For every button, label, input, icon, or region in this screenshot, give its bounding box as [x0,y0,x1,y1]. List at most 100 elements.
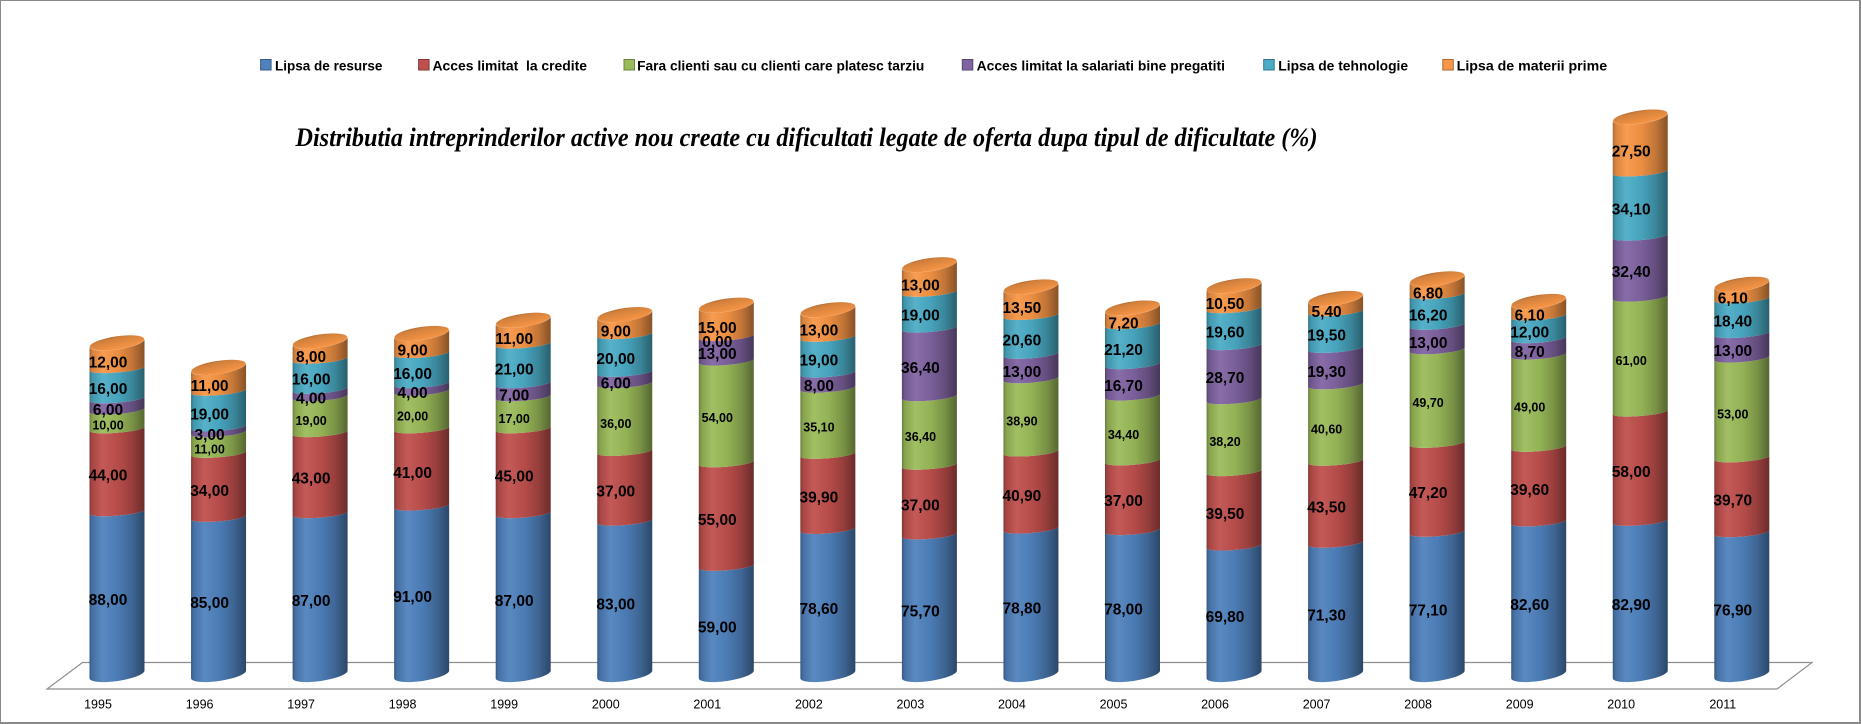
svg-text:13,00: 13,00 [901,278,940,295]
svg-text:36,40: 36,40 [905,430,936,444]
svg-text:36,40: 36,40 [901,360,940,377]
svg-text:12,00: 12,00 [89,355,128,372]
svg-text:6,80: 6,80 [1413,286,1443,303]
svg-text:76,90: 76,90 [1713,603,1752,620]
svg-text:71,30: 71,30 [1307,608,1346,625]
svg-text:13,00: 13,00 [1409,335,1448,352]
svg-text:21,00: 21,00 [495,361,534,378]
svg-text:69,80: 69,80 [1206,609,1245,626]
svg-text:27,50: 27,50 [1612,143,1651,160]
svg-text:45,00: 45,00 [495,469,534,486]
svg-text:78,60: 78,60 [800,601,839,618]
svg-text:82,60: 82,60 [1510,597,1549,614]
svg-text:11,00: 11,00 [191,378,229,395]
svg-text:Acces limitat la credite: Acces limitat la credite [433,57,588,73]
svg-text:39,60: 39,60 [1510,482,1549,499]
svg-text:36,00: 36,00 [600,417,631,431]
svg-text:2004: 2004 [998,697,1026,711]
svg-text:87,00: 87,00 [495,593,534,610]
svg-text:61,00: 61,00 [1616,354,1647,368]
svg-text:18,40: 18,40 [1713,314,1752,331]
svg-text:88,00: 88,00 [89,592,128,609]
svg-text:8,00: 8,00 [804,378,834,395]
svg-text:9,00: 9,00 [398,342,428,359]
svg-text:49,70: 49,70 [1412,396,1443,410]
svg-text:1998: 1998 [389,697,417,711]
svg-text:6,00: 6,00 [601,375,631,392]
svg-text:20,00: 20,00 [397,409,428,423]
svg-text:2002: 2002 [795,697,823,711]
svg-text:2007: 2007 [1303,697,1331,711]
svg-text:16,70: 16,70 [1104,378,1143,395]
svg-text:12,00: 12,00 [1510,325,1549,342]
svg-text:19,00: 19,00 [295,414,326,428]
svg-text:Fara clienti sau cu clienti ca: Fara clienti sau cu clienti care platesc… [637,57,924,73]
svg-text:2003: 2003 [896,697,924,711]
svg-text:13,00: 13,00 [698,346,737,363]
svg-text:13,00: 13,00 [1713,343,1752,360]
svg-text:11,00: 11,00 [495,331,533,348]
svg-text:47,20: 47,20 [1409,485,1448,502]
svg-text:Distributia intreprinderilor a: Distributia intreprinderilor active nou … [295,123,1318,152]
svg-text:16,00: 16,00 [393,366,432,383]
svg-text:Acces limitat la salariati bin: Acces limitat la salariati bine pregatit… [977,57,1225,73]
svg-text:37,00: 37,00 [596,484,635,501]
svg-text:34,10: 34,10 [1612,202,1651,219]
svg-text:54,00: 54,00 [702,411,733,425]
svg-text:83,00: 83,00 [596,597,635,614]
svg-text:8,70: 8,70 [1515,344,1545,361]
svg-text:49,00: 49,00 [1514,401,1545,415]
svg-text:11,00: 11,00 [194,442,225,456]
svg-text:39,90: 39,90 [800,489,839,506]
svg-text:82,90: 82,90 [1612,597,1651,614]
svg-text:19,00: 19,00 [190,407,229,424]
svg-text:2000: 2000 [592,697,620,711]
svg-text:77,10: 77,10 [1409,602,1448,619]
svg-text:34,00: 34,00 [190,483,229,500]
svg-text:20,00: 20,00 [596,351,635,368]
svg-text:19,00: 19,00 [800,353,839,370]
svg-text:3,00: 3,00 [195,427,225,444]
svg-text:37,00: 37,00 [901,498,940,515]
svg-text:78,00: 78,00 [1104,601,1143,618]
svg-text:59,00: 59,00 [698,619,737,636]
svg-text:8,00: 8,00 [296,349,326,366]
svg-text:40,60: 40,60 [1311,422,1342,436]
svg-text:28,70: 28,70 [1206,370,1245,387]
svg-text:0,00: 0,00 [702,334,732,351]
svg-text:21,20: 21,20 [1104,342,1143,359]
svg-text:34,40: 34,40 [1108,428,1139,442]
svg-text:75,70: 75,70 [901,604,940,621]
svg-text:58,00: 58,00 [1612,464,1651,481]
svg-text:6,10: 6,10 [1718,291,1748,308]
svg-text:41,00: 41,00 [393,465,432,482]
svg-text:37,00: 37,00 [1104,493,1143,510]
svg-text:1997: 1997 [287,697,315,711]
svg-text:10,50: 10,50 [1206,296,1245,313]
svg-text:10,00: 10,00 [92,419,123,433]
svg-text:19,30: 19,30 [1307,364,1346,381]
svg-text:9,00: 9,00 [601,324,631,341]
svg-text:85,00: 85,00 [190,595,229,612]
svg-text:2011: 2011 [1709,697,1736,711]
svg-text:Lipsa de resurse: Lipsa de resurse [275,57,383,73]
svg-text:1995: 1995 [84,697,112,711]
svg-text:39,70: 39,70 [1713,493,1752,510]
svg-text:2010: 2010 [1607,697,1635,711]
svg-text:43,50: 43,50 [1307,500,1346,517]
svg-text:91,00: 91,00 [393,589,432,606]
svg-text:44,00: 44,00 [89,468,128,485]
svg-text:19,60: 19,60 [1206,325,1245,342]
svg-text:35,10: 35,10 [803,421,834,435]
svg-text:13,00: 13,00 [1003,364,1042,381]
svg-text:19,00: 19,00 [901,308,940,325]
svg-text:38,90: 38,90 [1006,415,1037,429]
svg-text:16,00: 16,00 [292,372,331,389]
svg-text:6,10: 6,10 [1515,308,1545,325]
svg-text:43,00: 43,00 [292,471,331,488]
svg-text:87,00: 87,00 [292,593,331,610]
svg-text:16,00: 16,00 [89,381,128,398]
svg-text:13,00: 13,00 [800,323,839,340]
svg-text:2005: 2005 [1100,697,1128,711]
svg-text:7,00: 7,00 [499,388,529,405]
